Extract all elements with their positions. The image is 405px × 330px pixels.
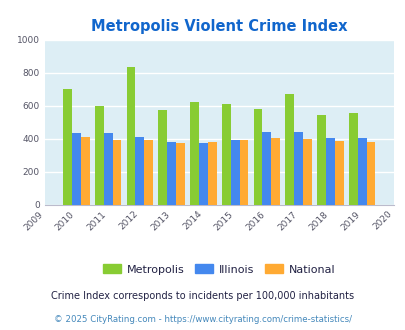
Bar: [239, 140, 248, 205]
Bar: [63, 89, 72, 205]
Legend: Metropolis, Illinois, National: Metropolis, Illinois, National: [98, 260, 339, 279]
Bar: [325, 138, 334, 205]
Title: Metropolis Violent Crime Index: Metropolis Violent Crime Index: [91, 19, 347, 34]
Bar: [112, 140, 121, 205]
Bar: [357, 138, 366, 205]
Bar: [230, 140, 239, 205]
Bar: [294, 132, 302, 205]
Bar: [366, 142, 375, 205]
Bar: [271, 138, 279, 205]
Bar: [190, 102, 198, 205]
Bar: [285, 94, 294, 205]
Text: © 2025 CityRating.com - https://www.cityrating.com/crime-statistics/: © 2025 CityRating.com - https://www.city…: [54, 315, 351, 324]
Bar: [103, 133, 112, 205]
Bar: [81, 137, 90, 205]
Bar: [72, 133, 81, 205]
Bar: [334, 141, 343, 205]
Bar: [316, 115, 325, 205]
Bar: [207, 142, 216, 205]
Bar: [135, 137, 144, 205]
Bar: [126, 67, 135, 205]
Bar: [253, 109, 262, 205]
Bar: [348, 113, 357, 205]
Bar: [262, 132, 271, 205]
Bar: [176, 143, 185, 205]
Bar: [95, 106, 103, 205]
Bar: [302, 139, 311, 205]
Bar: [144, 140, 153, 205]
Bar: [221, 104, 230, 205]
Bar: [198, 143, 207, 205]
Bar: [158, 110, 167, 205]
Text: Crime Index corresponds to incidents per 100,000 inhabitants: Crime Index corresponds to incidents per…: [51, 291, 354, 301]
Bar: [167, 142, 176, 205]
